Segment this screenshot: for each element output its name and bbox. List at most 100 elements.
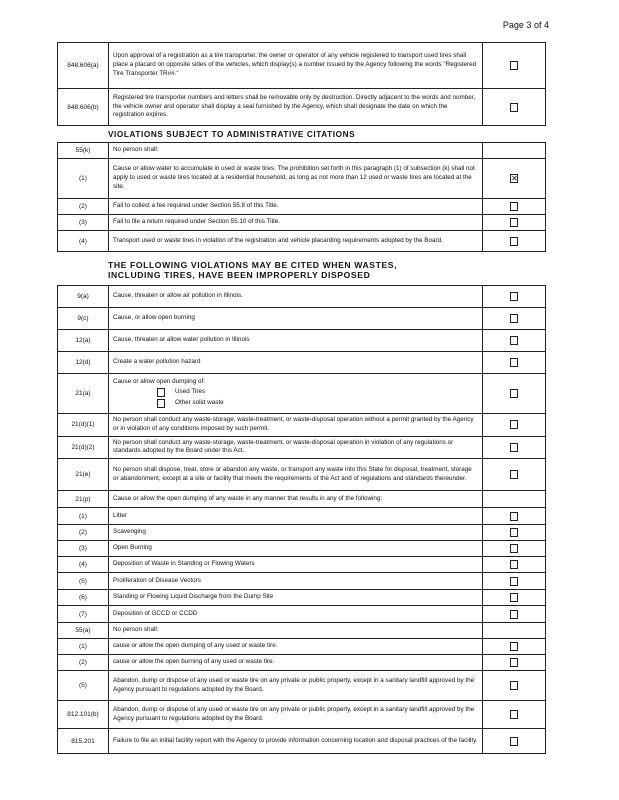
checkbox-cell: [482, 655, 545, 671]
checkbox-cell: [482, 414, 545, 436]
citation-code: (6): [58, 590, 109, 606]
checkbox-cell: [482, 606, 545, 623]
checkbox-cell: [482, 623, 545, 639]
admin-citations-table: 55(k) No person shall: (1) Cause or allow w…: [57, 142, 546, 252]
table-row: 21(e) No person shall dispose, treat, sto…: [58, 458, 545, 491]
table-row: (3) Fail to file a return required under …: [58, 214, 545, 230]
checkbox[interactable]: [510, 336, 518, 345]
citation-code: 21(a): [58, 374, 109, 413]
checkbox[interactable]: [510, 314, 518, 323]
checkbox[interactable]: [510, 710, 518, 720]
violation-description: Litter: [109, 508, 482, 524]
table-row: (5) Proliferation of Disease Vectors: [58, 572, 545, 590]
checkbox[interactable]: [510, 609, 518, 619]
description-text: cause or allow the open burning of any u…: [113, 658, 275, 666]
checkbox[interactable]: [510, 736, 518, 746]
checkbox[interactable]: [510, 681, 518, 691]
checkbox[interactable]: [510, 642, 518, 652]
description-text: Deposition of GCCD or CCDD: [113, 609, 198, 617]
table-row: 815.201 Failure to file an initial facili…: [58, 728, 545, 755]
violation-description: Abandon, dump or dispose of any used or …: [109, 671, 482, 700]
table-row: 21(p) Cause or allow the open dumping of …: [58, 490, 545, 508]
checkbox[interactable]: [157, 398, 165, 408]
page-label: Page: [502, 20, 524, 30]
checkbox-cell: [482, 308, 545, 329]
table-row: 55(k) No person shall:: [58, 142, 545, 158]
checkbox-cell: [482, 286, 545, 307]
checkbox[interactable]: [510, 236, 518, 246]
citation-code: (2): [58, 525, 109, 541]
checkbox[interactable]: [510, 218, 518, 227]
citation-code: (1): [58, 159, 109, 198]
violation-description: Cause or allow water to accumulate in us…: [109, 159, 482, 198]
checkbox-cell: [482, 541, 545, 557]
checkbox[interactable]: [510, 202, 518, 211]
checkbox-cell: [482, 43, 545, 88]
citation-code: (4): [58, 231, 109, 251]
checkbox[interactable]: [510, 292, 518, 301]
checkbox[interactable]: [510, 560, 518, 570]
table-row: 848.606(a) Upon approval of a registratio…: [58, 42, 545, 88]
violation-description: Open Burning: [109, 541, 482, 556]
sub-option-label: Used Tires: [175, 387, 206, 395]
description-text: No person shall dispose, treat, store or…: [113, 465, 472, 482]
checkbox[interactable]: [510, 528, 518, 538]
checkbox[interactable]: [510, 102, 518, 112]
checkbox[interactable]: [510, 544, 518, 554]
checkbox-cell: [482, 525, 545, 541]
table-row: (4) Deposition of Waste in Standing or Fl…: [58, 556, 545, 573]
heading-line-1: THE FOLLOWING VIOLATIONS MAY BE CITED WH…: [108, 260, 398, 270]
citation-code: (5): [58, 671, 109, 701]
checkbox[interactable]: [510, 358, 518, 367]
violation-description: Transport used or waste tires in violati…: [109, 231, 482, 251]
violation-description: Deposition of GCCD or CCDD: [109, 606, 482, 622]
description-text: No person shall:: [113, 626, 159, 634]
violation-description: Fail to collect a fee required under Sec…: [109, 199, 482, 214]
violation-description: Fail to file a return required under Sec…: [109, 215, 482, 230]
table-row: (2) Scavenging: [58, 524, 545, 541]
citation-code: 12(d): [58, 352, 109, 373]
checkbox-cell: [482, 143, 545, 158]
table-row: (6) Standing or Flowing Liquid Discharge …: [58, 589, 545, 606]
citation-code: 21(d)(1): [58, 414, 109, 436]
checkbox[interactable]: [510, 420, 518, 430]
checkbox[interactable]: [510, 442, 518, 452]
checkbox[interactable]: [510, 61, 518, 70]
description-text: Abandon, dump or dispose of any used or …: [113, 676, 475, 693]
checkbox[interactable]: [510, 470, 518, 480]
violation-description: Deposition of Waste in Standing or Flowi…: [109, 557, 482, 572]
description-text: Cause, threaten or allow water pollution…: [113, 336, 250, 344]
checkbox-cell: [482, 374, 545, 413]
table-row: (1) Litter: [58, 507, 545, 525]
description-text: Cause, threaten or allow air pollution i…: [113, 292, 243, 300]
checkbox-cell: [482, 215, 545, 230]
citation-code: (7): [58, 606, 109, 623]
citation-code: 848.606(a): [58, 43, 109, 88]
citation-code: 9(a): [58, 286, 109, 307]
citation-code: (3): [58, 215, 109, 230]
table-row: 21(d)(1) No person shall conduct any wast…: [58, 413, 545, 436]
citation-code: (1): [58, 639, 109, 655]
checkbox[interactable]: [510, 658, 518, 668]
heading-line-2: INCLUDING TIRES, HAVE BEEN IMPROPERLY DI…: [108, 270, 371, 280]
checkbox-cell: [482, 701, 545, 729]
description-text: Cause or allow the open dumping of any w…: [113, 494, 383, 502]
description-text: Fail to collect a fee required under Sec…: [113, 202, 279, 210]
checkbox-checked[interactable]: ✕: [510, 174, 518, 183]
table-row: (7) Deposition of GCCD or CCDD: [58, 605, 545, 623]
checkbox-cell: [482, 557, 545, 573]
violation-description: No person shall:: [109, 623, 482, 638]
checkbox[interactable]: [510, 593, 518, 603]
violation-description: cause or allow the open burning of any u…: [109, 655, 482, 670]
checkbox[interactable]: [157, 387, 165, 397]
citation-code: 848.606(b): [58, 89, 109, 125]
checkbox[interactable]: [510, 576, 518, 586]
table-row: 9(a) Cause, threaten or allow air polluti…: [58, 285, 545, 307]
checkbox-cell: [482, 508, 545, 525]
checkbox[interactable]: [510, 511, 518, 521]
checkbox[interactable]: [510, 389, 518, 398]
violation-description: Scavenging: [109, 525, 482, 540]
citation-code: 21(p): [58, 491, 109, 508]
violation-description: Abandon, dump or dispose of any used or …: [109, 701, 482, 728]
description-text: No person shall conduct any waste-storag…: [113, 416, 474, 432]
